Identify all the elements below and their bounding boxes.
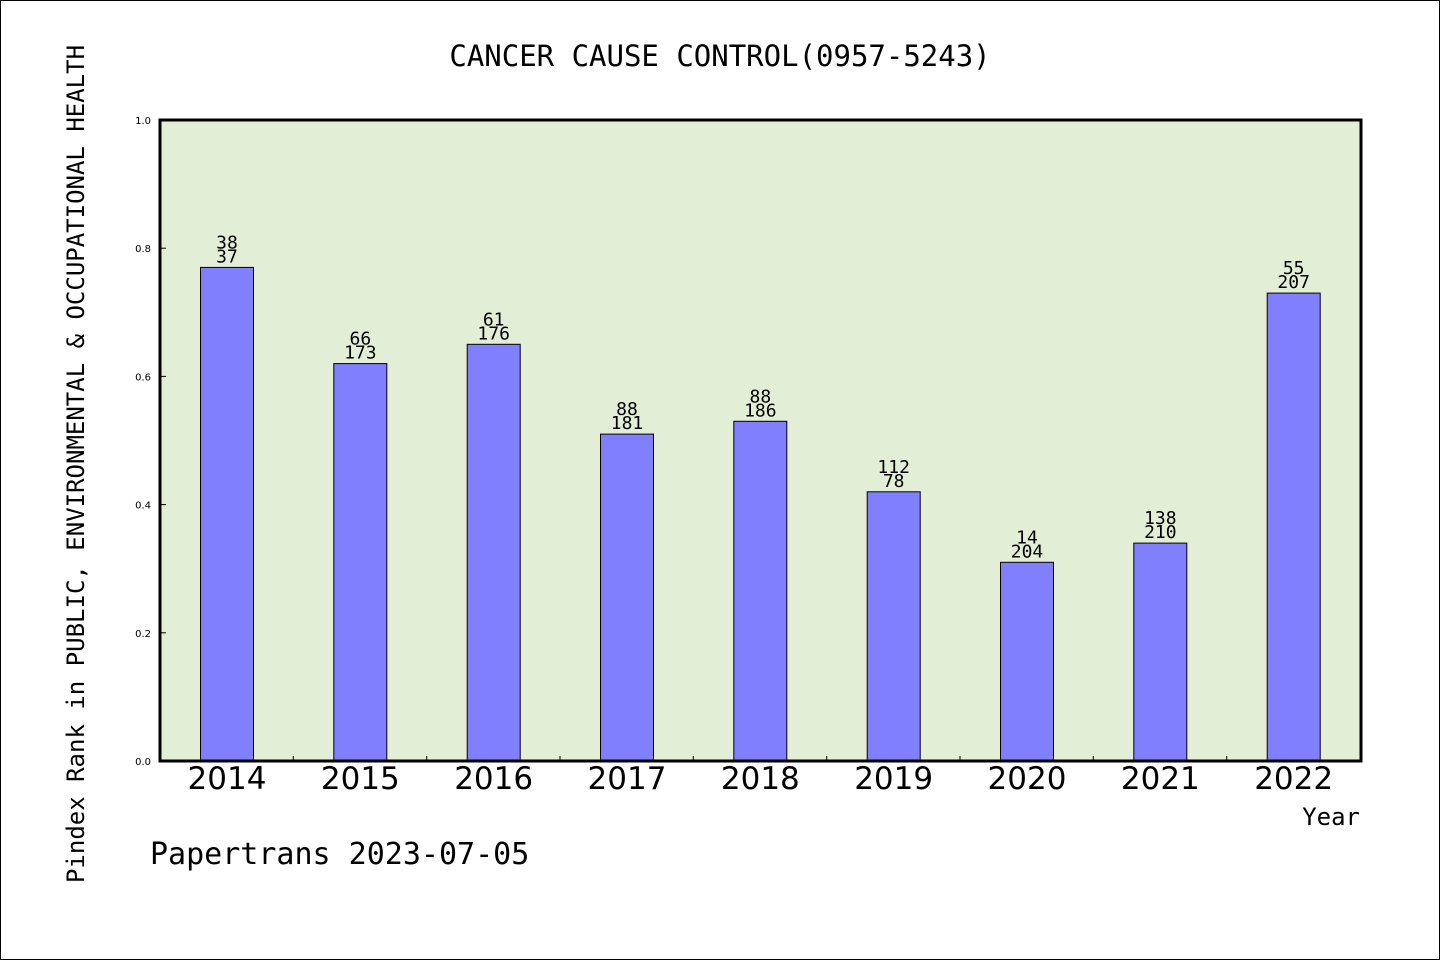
- x-tick-label-2022: 2022: [1254, 761, 1333, 797]
- x-axis-label: Year: [1302, 803, 1360, 831]
- bar-2018: [733, 420, 788, 762]
- bar-2015: [333, 363, 388, 762]
- data-label-top-2020: 14: [1016, 527, 1038, 548]
- data-label-bottom-2022: 207: [1277, 272, 1310, 293]
- data-label-top-2016: 61: [483, 309, 505, 330]
- bar-2021: [1133, 542, 1188, 762]
- bar-2014: [200, 266, 254, 762]
- x-tick-label-2021: 2021: [1121, 761, 1200, 797]
- y-tick-label-1.0: 1.0: [135, 116, 151, 127]
- footer-text: Papertrans 2023-07-05: [150, 837, 529, 872]
- data-label-top-2019: 112: [877, 457, 910, 478]
- y-axis-label: Pindex Rank in PUBLIC, ENVIRONMENTAL & O…: [62, 45, 90, 883]
- bar-2020: [1000, 561, 1054, 762]
- data-label-top-2021: 138: [1144, 508, 1177, 529]
- x-tick-label-2015: 2015: [321, 761, 400, 797]
- data-label-top-2015: 66: [349, 329, 371, 350]
- y-tick-label-0.6: 0.6: [135, 372, 151, 383]
- data-label-bottom-2019: 78: [883, 471, 905, 492]
- y-tick-label-0.0: 0.0: [135, 757, 151, 768]
- data-label-top-2022: 55: [1283, 258, 1305, 279]
- x-tick-label-2017: 2017: [588, 761, 667, 797]
- data-label-bottom-2017: 181: [611, 413, 644, 434]
- y-tick-label-0.8: 0.8: [135, 244, 151, 255]
- y-tick-label-0.4: 0.4: [135, 501, 151, 512]
- data-label-bottom-2021: 210: [1144, 522, 1177, 543]
- bar-2016: [466, 343, 521, 762]
- bar-2022: [1266, 292, 1321, 762]
- x-tick-label-2018: 2018: [721, 761, 800, 797]
- plot-border: [158, 118, 1363, 763]
- bar-2019: [866, 491, 921, 762]
- data-labels-group: 3837661736117688181881861127814204138210…: [216, 232, 1310, 562]
- y-tick-label-0.2: 0.2: [135, 629, 151, 640]
- data-label-top-2017: 88: [616, 399, 638, 420]
- bar-2017: [600, 433, 654, 762]
- data-label-top-2014: 38: [216, 232, 238, 253]
- bars-group: [200, 266, 1321, 762]
- data-label-bottom-2014: 37: [216, 246, 238, 267]
- data-label-top-2018: 88: [749, 386, 771, 407]
- x-axis-ticks: 2014 2015 2016 2017 2018 2019 2020 2021 2022: [188, 756, 1333, 797]
- data-label-bottom-2018: 186: [744, 400, 777, 421]
- chart-title: CANCER CAUSE CONTROL(0957-5243): [449, 39, 990, 73]
- data-label-bottom-2016: 176: [477, 323, 510, 344]
- x-tick-label-2020: 2020: [988, 761, 1067, 797]
- x-tick-label-2016: 2016: [454, 761, 533, 797]
- x-tick-label-2019: 2019: [854, 761, 933, 797]
- x-tick-label-2014: 2014: [188, 761, 267, 797]
- data-label-bottom-2020: 204: [1011, 541, 1044, 562]
- data-label-bottom-2015: 173: [344, 343, 377, 364]
